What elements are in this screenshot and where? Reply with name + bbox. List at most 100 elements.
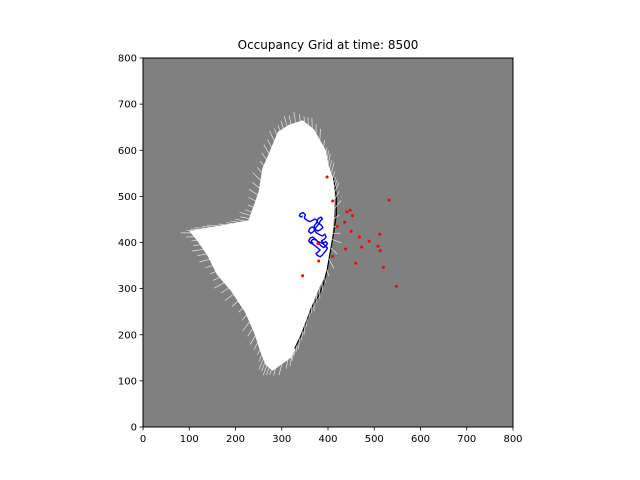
sensor-ray bbox=[332, 171, 336, 179]
x-tick-label: 800 bbox=[503, 434, 522, 445]
sensor-ray bbox=[261, 362, 266, 372]
x-tick-label: 500 bbox=[365, 434, 384, 445]
y-tick-label: 400 bbox=[118, 238, 137, 249]
map-layer bbox=[180, 111, 398, 376]
sensor-ray bbox=[324, 277, 326, 283]
sensor-ray bbox=[288, 115, 292, 125]
sensor-ray bbox=[249, 335, 256, 345]
x-tick-label: 300 bbox=[272, 434, 291, 445]
sensor-ray bbox=[330, 162, 335, 174]
landmark-point bbox=[382, 265, 385, 269]
sensor-ray bbox=[261, 152, 267, 160]
sensor-ray bbox=[293, 350, 296, 356]
sensor-ray bbox=[252, 172, 261, 181]
sensor-ray bbox=[224, 294, 234, 301]
sensor-ray bbox=[289, 356, 293, 367]
sensor-ray bbox=[235, 218, 246, 222]
y-tick-label: 800 bbox=[118, 54, 137, 65]
sensor-ray bbox=[202, 226, 212, 228]
sensor-ray bbox=[252, 182, 260, 189]
sensor-ray bbox=[269, 369, 272, 376]
sensor-ray bbox=[273, 368, 276, 376]
sensor-ray bbox=[328, 153, 331, 164]
sensor-ray bbox=[197, 253, 207, 257]
y-axis: 0 100 200 300 400 500 600 700 800 bbox=[118, 54, 143, 434]
y-tick-label: 0 bbox=[131, 423, 137, 434]
x-tick-label: 400 bbox=[318, 434, 337, 445]
sensor-ray bbox=[193, 244, 201, 246]
sensor-ray bbox=[263, 144, 270, 154]
sensor-ray bbox=[291, 353, 294, 361]
sensor-ray bbox=[258, 358, 264, 370]
sensor-ray bbox=[238, 307, 243, 313]
y-tick-label: 200 bbox=[118, 330, 137, 341]
sensor-ray bbox=[210, 271, 216, 275]
sensor-ray bbox=[244, 209, 252, 213]
landmark-point bbox=[344, 247, 348, 251]
x-tick-label: 0 bbox=[140, 434, 146, 445]
sensor-ray bbox=[284, 116, 288, 127]
sensor-ray bbox=[301, 331, 303, 341]
sensor-ray bbox=[239, 211, 251, 216]
sensor-ray bbox=[325, 147, 328, 153]
sensor-ray bbox=[253, 342, 258, 350]
y-tick-label: 600 bbox=[118, 146, 137, 157]
sensor-ray bbox=[333, 214, 340, 220]
sensor-ray bbox=[212, 277, 220, 281]
landmark-point bbox=[349, 229, 353, 233]
sensor-ray bbox=[204, 265, 213, 269]
y-tick-label: 100 bbox=[118, 376, 137, 387]
sensor-ray bbox=[260, 161, 264, 166]
sensor-ray bbox=[241, 314, 247, 321]
x-axis: 0 100 200 300 400 500 600 700 800 bbox=[140, 427, 523, 445]
sensor-ray bbox=[328, 258, 335, 269]
sensor-ray bbox=[258, 354, 263, 362]
sensor-ray bbox=[266, 367, 270, 376]
sensor-ray bbox=[231, 301, 239, 307]
landmark-point bbox=[316, 241, 320, 245]
sensor-ray bbox=[278, 364, 283, 376]
sensor-ray bbox=[240, 216, 250, 220]
free-space-region bbox=[189, 120, 335, 371]
sensor-ray bbox=[218, 223, 226, 226]
sensor-ray bbox=[297, 338, 301, 350]
sensor-ray bbox=[331, 239, 342, 244]
sensor-ray-fringe bbox=[180, 111, 342, 376]
landmark-point bbox=[335, 224, 339, 228]
sensor-ray bbox=[329, 160, 332, 169]
landmark-point bbox=[331, 199, 335, 203]
sensor-ray bbox=[226, 222, 232, 224]
sensor-ray bbox=[207, 224, 219, 227]
landmark-point bbox=[357, 235, 361, 239]
sensor-ray bbox=[303, 324, 306, 335]
sensor-ray bbox=[242, 321, 250, 332]
sensor-ray bbox=[248, 188, 258, 196]
landmark-point bbox=[378, 249, 382, 253]
sensor-ray bbox=[321, 282, 324, 291]
landmark-point bbox=[387, 198, 391, 202]
landmark-point bbox=[378, 232, 382, 236]
sensor-ray bbox=[247, 328, 253, 337]
sensor-ray bbox=[333, 177, 337, 183]
landmark-point bbox=[376, 244, 380, 248]
sensor-ray bbox=[334, 191, 340, 200]
sensor-ray bbox=[298, 114, 301, 122]
chart-title: Occupancy Grid at time: 8500 bbox=[238, 38, 419, 52]
landmark-point bbox=[394, 284, 398, 288]
sensor-ray bbox=[192, 249, 204, 252]
sensor-ray bbox=[333, 179, 338, 188]
sensor-ray bbox=[334, 182, 340, 192]
sensor-ray bbox=[230, 220, 239, 223]
sensor-ray bbox=[220, 287, 229, 294]
sensor-ray bbox=[293, 111, 296, 123]
landmark-point bbox=[331, 254, 335, 258]
sensor-ray bbox=[303, 116, 305, 122]
sensor-ray bbox=[326, 269, 330, 277]
sensor-ray bbox=[214, 282, 225, 289]
landmark-point bbox=[351, 214, 355, 218]
sensor-ray bbox=[306, 318, 308, 327]
sensor-ray bbox=[318, 288, 321, 299]
sensor-ray bbox=[295, 345, 298, 353]
sensor-ray bbox=[257, 349, 261, 355]
sensor-ray bbox=[269, 130, 275, 142]
